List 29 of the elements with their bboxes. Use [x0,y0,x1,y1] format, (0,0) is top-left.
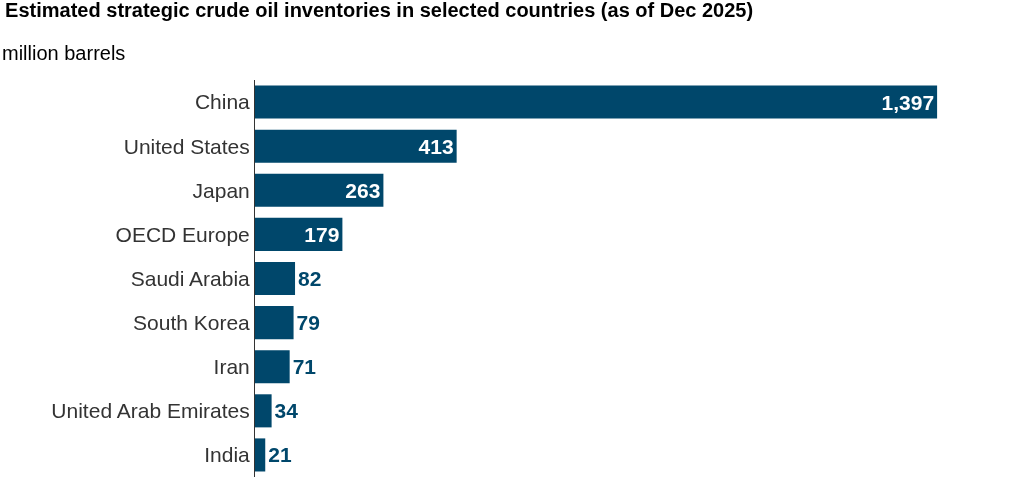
data-label: 79 [296,311,320,335]
text: million barrels [2,42,126,64]
y-tick-label: United Arab Emirates [51,399,250,423]
y-tick-label: China [194,90,251,114]
chart-title: Estimated strategic crude oil inventories in selected countries (as of Dec 2025) [5,0,754,21]
data-label: 263 [345,178,381,202]
y-tick-label: South Korea [133,310,251,334]
bar [255,261,296,296]
y-tick-label: Japan [192,178,250,202]
y-tick-label: India [204,443,251,467]
y-tick-label: United States [123,134,250,158]
data-label: 1,397 [881,90,935,114]
bar [255,438,266,472]
bar [255,129,457,163]
bar [255,85,938,119]
data-label: 21 [268,443,292,467]
data-label: 71 [292,355,317,379]
bar [255,173,384,207]
bar [255,217,343,251]
bar [255,394,272,428]
y-tick-label: OECD Europe [115,222,250,246]
data-label: 82 [298,267,322,290]
y-tick-label: Saudi Arabia [130,266,251,290]
data-label: 413 [418,134,454,158]
bar [255,350,290,384]
data-label: 34 [274,399,299,423]
bar [255,306,294,340]
data-label: 179 [304,222,340,246]
y-tick-label: Iran [213,355,250,379]
